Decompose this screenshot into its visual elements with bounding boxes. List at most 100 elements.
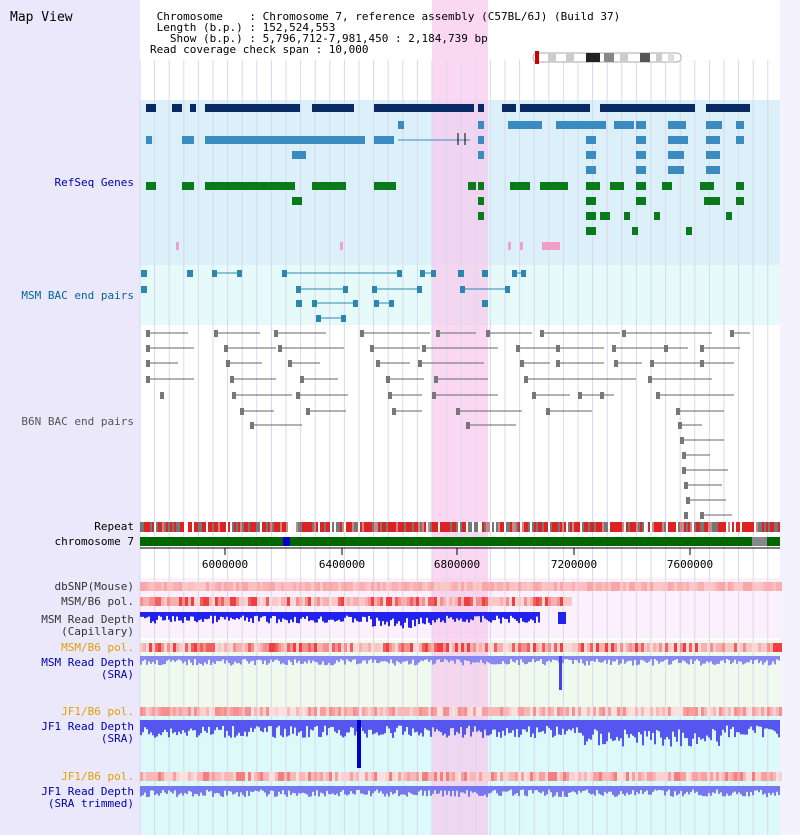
polymorphism-cell — [575, 707, 578, 716]
polymorphism-cell — [461, 707, 464, 716]
track-label-jf1-depth-sra[interactable]: JF1 Read Depth (SRA) — [41, 721, 134, 745]
polymorphism-cell — [596, 707, 599, 716]
read-depth-bar — [250, 656, 252, 662]
polymorphism-cell — [152, 707, 155, 716]
read-depth-bar — [472, 656, 474, 663]
read-depth-bar — [562, 720, 564, 729]
track-label-dbsnp[interactable]: dbSNP(Mouse) — [54, 580, 134, 593]
read-depth-bar — [766, 656, 768, 661]
polymorphism-cell — [350, 707, 353, 716]
repeat-feature — [304, 522, 306, 532]
read-depth-bar — [610, 786, 612, 792]
repeat-feature — [430, 522, 432, 532]
read-depth-bar — [152, 786, 154, 791]
read-depth-bar — [252, 656, 254, 661]
polymorphism-cell — [551, 643, 554, 652]
polymorphism-cell — [554, 707, 557, 716]
polymorphism-cell — [407, 582, 410, 591]
read-depth-bar — [630, 786, 632, 794]
polymorphism-cell — [689, 707, 692, 716]
track-label-msm-pol[interactable]: MSM/B6 pol. — [61, 595, 134, 608]
polymorphism-cell — [539, 643, 542, 652]
read-depth-bar — [376, 656, 378, 664]
polymorphism-cell — [770, 582, 773, 591]
polymorphism-cell — [665, 707, 668, 716]
polymorphism-cell — [413, 597, 416, 606]
read-depth-bar — [726, 786, 728, 794]
repeat-feature — [394, 522, 396, 532]
repeat-feature — [612, 522, 614, 532]
read-depth-bar — [602, 656, 604, 663]
read-depth-bar — [602, 786, 604, 796]
polymorphism-cell — [722, 643, 725, 652]
read-depth-bar — [268, 656, 270, 664]
repeat-feature — [774, 522, 776, 532]
repeat-feature — [222, 522, 224, 532]
polymorphism-cell — [542, 643, 545, 652]
polymorphism-cell — [752, 772, 755, 781]
track-label-refseq[interactable]: RefSeq Genes — [54, 176, 134, 189]
polymorphism-cell — [503, 582, 506, 591]
polymorphism-cell — [359, 597, 362, 606]
track-label-msm-bac[interactable]: MSM BAC end pairs — [21, 289, 134, 302]
polymorphism-cell — [704, 582, 707, 591]
polymorphism-cell — [704, 643, 707, 652]
polymorphism-cell — [383, 643, 386, 652]
track-label-jf1-pol2[interactable]: JF1/B6 pol. — [61, 770, 134, 783]
msm-bac-end — [397, 270, 402, 277]
polymorphism-cell — [746, 582, 749, 591]
read-depth-bar — [342, 656, 344, 661]
polymorphism-cell — [746, 643, 749, 652]
read-depth-bar — [236, 720, 238, 736]
track-label-chromosome[interactable]: chromosome 7 — [54, 535, 134, 548]
polymorphism-cell — [560, 597, 563, 606]
polymorphism-cell — [557, 582, 560, 591]
read-depth-bar — [612, 720, 614, 742]
read-depth-bar — [654, 656, 656, 660]
read-depth-bar — [620, 720, 622, 739]
read-depth-bar — [628, 656, 630, 661]
repeat-feature — [192, 522, 194, 532]
track-label-msm-depth-cap[interactable]: MSM Read Depth (Capillary) — [41, 614, 134, 638]
polymorphism-cell — [515, 582, 518, 591]
read-depth-bar — [186, 786, 188, 795]
read-depth-bar — [696, 656, 698, 660]
polymorphism-cell — [344, 707, 347, 716]
track-label-b6n-bac[interactable]: B6N BAC end pairs — [21, 415, 134, 428]
read-depth-bar — [212, 656, 214, 663]
polymorphism-cell — [473, 707, 476, 716]
gene-feature — [706, 104, 750, 112]
read-depth-bar — [224, 656, 226, 664]
read-depth-bar — [718, 720, 720, 746]
repeat-feature — [364, 522, 366, 532]
read-depth-bar — [176, 612, 178, 617]
track-label-repeat[interactable]: Repeat — [94, 520, 134, 533]
polymorphism-cell — [557, 597, 560, 606]
read-depth-bar — [392, 720, 394, 738]
track-label-msm-depth-sra[interactable]: MSM Read Depth (SRA) — [41, 657, 134, 681]
ideogram-band — [566, 53, 574, 62]
track-label-msm-pol2[interactable]: MSM/B6 pol. — [61, 641, 134, 654]
read-depth-bar — [766, 720, 768, 729]
track-label-jf1-depth-trim[interactable]: JF1 Read Depth (SRA trimmed) — [41, 786, 134, 810]
b6n-bac-end — [520, 360, 524, 367]
polymorphism-cell — [689, 772, 692, 781]
read-depth-bar — [246, 720, 248, 737]
polymorphism-cell — [530, 597, 533, 606]
read-depth-bar — [380, 786, 382, 792]
read-depth-bar — [246, 786, 248, 791]
track-label-jf1-pol[interactable]: JF1/B6 pol. — [61, 705, 134, 718]
gene-feature — [636, 197, 646, 205]
polymorphism-cell — [608, 707, 611, 716]
read-depth-bar — [230, 612, 232, 618]
read-depth-bar — [402, 612, 404, 629]
read-depth-bar — [140, 786, 142, 797]
repeat-feature — [428, 522, 430, 532]
read-depth-bar — [692, 786, 694, 790]
polymorphism-cell — [674, 582, 677, 591]
b6n-bac-end — [436, 330, 440, 337]
read-depth-bar — [350, 786, 352, 792]
polymorphism-cell — [308, 597, 311, 606]
polymorphism-cell — [644, 707, 647, 716]
